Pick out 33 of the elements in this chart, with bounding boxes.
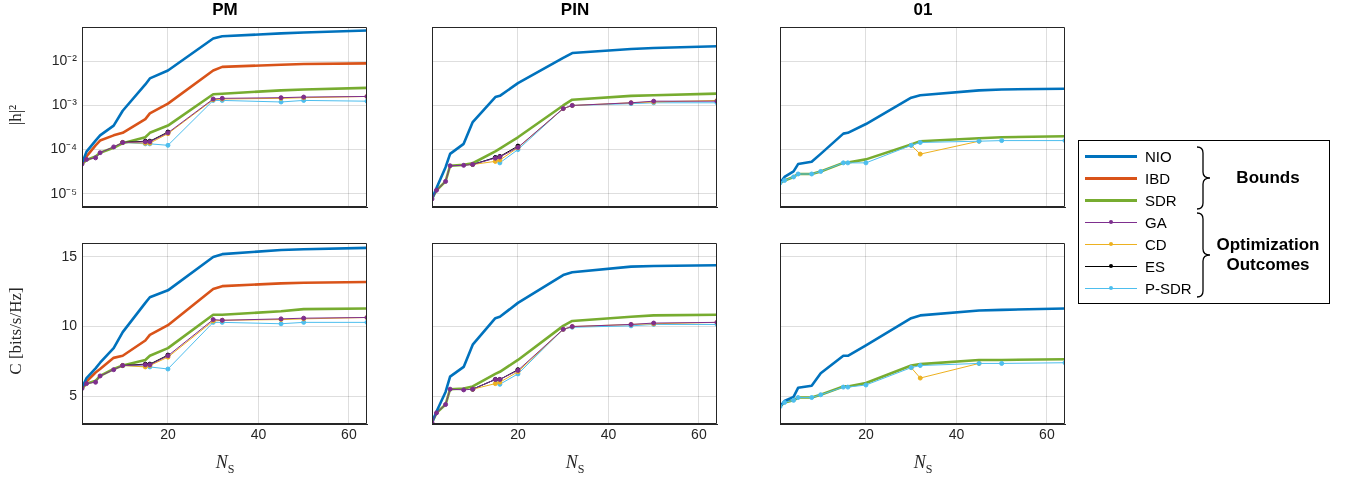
y-tick-label: 10⁻⁵	[50, 184, 77, 201]
x-tick-label: 40	[600, 426, 617, 443]
y-axis-title: |h|²	[6, 104, 26, 126]
chart-title: PM	[211, 0, 239, 20]
x-tick-label: 60	[691, 426, 707, 443]
y-tick-label: 10⁻³	[51, 96, 78, 113]
x-tick-label: 20	[510, 426, 526, 443]
chart-title: 01	[912, 0, 934, 20]
legend-label: ES	[1145, 257, 1166, 275]
legend-label: NIO	[1145, 147, 1172, 165]
x-axis-title: N$_{S}$	[564, 452, 586, 477]
x-axis-title: N$_{S}$	[214, 452, 236, 477]
x-tick-label: 60	[341, 426, 357, 443]
y-tick-label: 10⁻⁴	[50, 140, 77, 157]
y-tick-label: 5	[69, 387, 78, 404]
legend-label: IBD	[1145, 169, 1171, 187]
x-axis-title: N$_{S}$	[912, 452, 934, 477]
legend-label: CD	[1145, 235, 1167, 253]
x-tick-label: 60	[1039, 426, 1055, 443]
x-tick-label: 20	[858, 426, 874, 443]
legend-label: SDR	[1145, 191, 1177, 209]
x-tick-label: 20	[160, 426, 176, 443]
y-axis-title: C [bits/s/Hz]	[6, 287, 26, 375]
x-tick-label: 40	[250, 426, 267, 443]
y-tick-label: 15	[61, 247, 78, 264]
legend-label: P-SDR	[1145, 279, 1192, 297]
x-tick-label: 40	[948, 426, 965, 443]
text: Optimization Outcomes	[1215, 235, 1321, 275]
legend-label: GA	[1145, 213, 1167, 231]
y-tick-label: 10⁻²	[51, 52, 78, 69]
text: Bounds	[1235, 168, 1301, 188]
chart-title: PIN	[559, 0, 591, 20]
y-tick-label: 10	[61, 317, 78, 334]
